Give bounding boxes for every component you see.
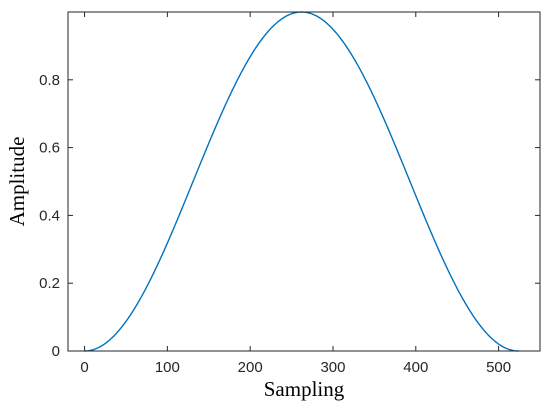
- y-tick-label: 0.4: [39, 207, 60, 224]
- x-tick-label: 400: [403, 359, 428, 376]
- x-tick-label: 300: [320, 359, 345, 376]
- ticks-layer: 0 100 200 300 400 500 0 0.2 0.4 0.6 0.8: [39, 12, 540, 376]
- labels-layer: Sampling Amplitude: [5, 137, 345, 401]
- x-tick-label: 500: [486, 359, 511, 376]
- x-tick-label: 0: [80, 359, 88, 376]
- x-tick-label: 100: [155, 359, 180, 376]
- y-tick-label: 0.6: [39, 140, 60, 157]
- y-tick-label: 0: [52, 343, 60, 360]
- y-tick-label: 0.8: [39, 72, 60, 89]
- axes-box: [67, 11, 541, 352]
- y-axis-label: Amplitude: [5, 137, 29, 227]
- x-axis-label: Sampling: [264, 377, 345, 401]
- x-tick-label: 200: [238, 359, 263, 376]
- y-tick-label: 0.2: [39, 275, 60, 292]
